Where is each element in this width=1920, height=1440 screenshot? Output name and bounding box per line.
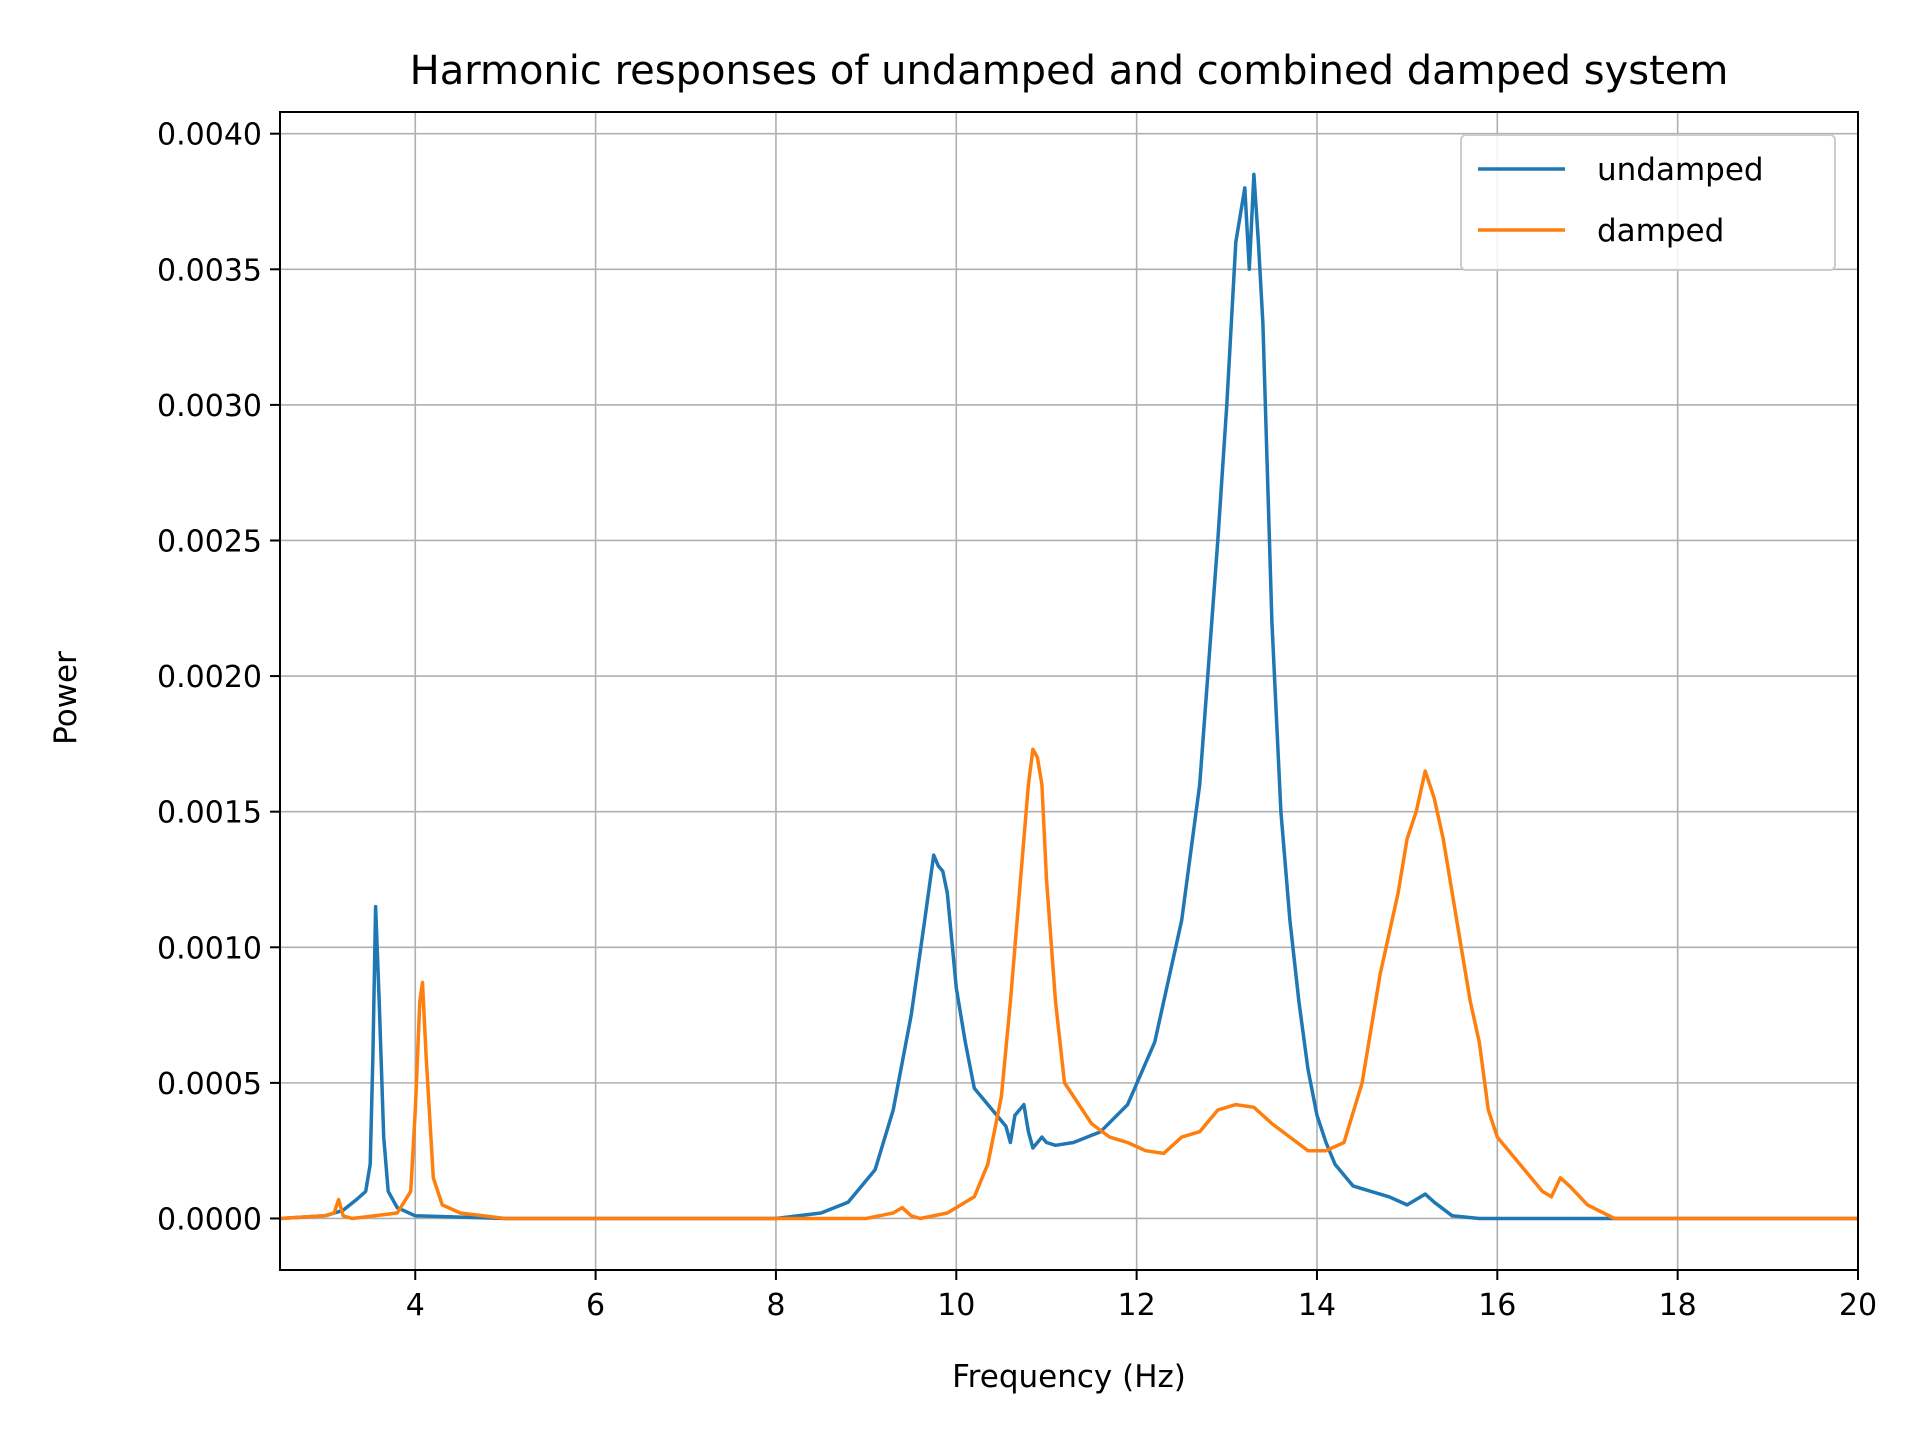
y-tick-label: 0.0030 bbox=[157, 389, 262, 424]
y-tick-label: 0.0015 bbox=[157, 796, 262, 831]
y-axis-label: Power bbox=[48, 651, 84, 745]
y-tick-label: 0.0000 bbox=[157, 1202, 262, 1237]
y-tick-label: 0.0025 bbox=[157, 524, 262, 559]
y-tick-label: 0.0010 bbox=[157, 931, 262, 966]
x-tick-label: 8 bbox=[766, 1288, 785, 1323]
x-tick-label: 20 bbox=[1839, 1288, 1877, 1323]
axis-ticks: 4 6 8 10 12 14 16 18 20 0.0000 0.0005 0.0010 0.0015 0… bbox=[157, 118, 1877, 1323]
y-tick-label: 0.0035 bbox=[157, 253, 262, 288]
legend-label-undamped: undamped bbox=[1597, 152, 1764, 188]
x-tick-label: 12 bbox=[1118, 1288, 1156, 1323]
x-tick-label: 10 bbox=[937, 1288, 975, 1323]
y-tick-label: 0.0005 bbox=[157, 1067, 262, 1102]
legend: undamped damped bbox=[1460, 134, 1836, 271]
y-tick-label: 0.0040 bbox=[157, 118, 262, 153]
x-tick-label: 4 bbox=[406, 1288, 425, 1323]
plot-area-frame bbox=[279, 111, 1859, 1271]
x-tick-label: 6 bbox=[586, 1288, 605, 1323]
series-layer bbox=[280, 172, 1858, 1221]
x-axis-label: Frequency (Hz) bbox=[952, 1359, 1186, 1395]
x-tick-label: 16 bbox=[1478, 1288, 1516, 1323]
y-tick-label: 0.0020 bbox=[157, 660, 262, 695]
legend-label-damped: damped bbox=[1597, 213, 1724, 249]
x-tick-label: 18 bbox=[1659, 1288, 1697, 1323]
series-line-damped bbox=[280, 747, 1858, 1221]
chart-title: Harmonic responses of undamped and combi… bbox=[410, 48, 1729, 94]
x-tick-label: 14 bbox=[1298, 1288, 1336, 1323]
